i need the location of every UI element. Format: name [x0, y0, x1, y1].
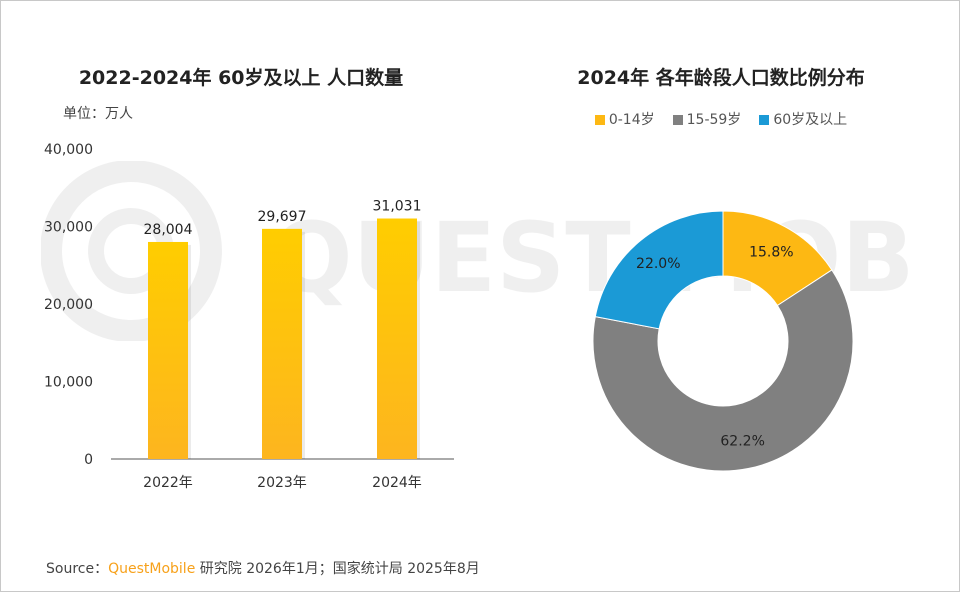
donut-slice — [592, 269, 854, 472]
bar-data-label: 31,031 — [373, 199, 422, 215]
legend-label: 15-59岁 — [686, 112, 742, 128]
x-tick-label: 2022年 — [143, 475, 193, 491]
source-brand: QuestMobile — [108, 561, 196, 577]
y-tick-label: 40,000 — [44, 142, 93, 158]
legend-swatch — [594, 115, 605, 125]
bar-data-label: 28,004 — [144, 222, 193, 238]
legend-label: 60岁及以上 — [773, 112, 848, 128]
x-tick-label: 2024年 — [372, 475, 422, 491]
donut-chart-title: 2024年 各年龄段人口数比例分布 — [577, 67, 865, 89]
bar — [262, 228, 302, 459]
bar-chart: 0 10,000 20,000 30,000 40,000 28,004 2022年 29,6… — [44, 142, 454, 491]
legend-label: 0-14岁 — [608, 112, 655, 128]
y-tick-label: 30,000 — [44, 220, 93, 236]
bar-chart-title: 2022-2024年 60岁及以上 人口数量 — [78, 67, 404, 89]
donut-chart: 15.8% 62.2% 22.0% — [592, 210, 854, 472]
legend-swatch — [672, 115, 683, 125]
bar — [148, 241, 188, 459]
legend-item-60plus: 60岁及以上 — [759, 109, 847, 129]
legend: 0-14岁 15-59岁 60岁及以上 — [561, 109, 881, 129]
y-tick-label: 0 — [84, 452, 93, 468]
y-tick-label: 10,000 — [44, 375, 93, 391]
y-tick-label: 20,000 — [44, 297, 93, 313]
legend-item-0-14: 0-14岁 — [594, 109, 655, 129]
source-prefix: Source： — [46, 561, 109, 577]
slice-label: 15.8% — [749, 245, 793, 261]
slice-label: 22.0% — [636, 256, 680, 272]
source-rest: 研究院 2026年1月；国家统计局 2025年8月 — [195, 561, 480, 577]
bar — [377, 218, 417, 459]
donut-slice — [594, 210, 724, 330]
unit-label: 单位：万人 — [63, 106, 133, 122]
x-tick-label: 2023年 — [257, 475, 307, 491]
bar-data-label: 29,697 — [258, 209, 307, 225]
legend-swatch — [759, 115, 770, 125]
slice-label: 62.2% — [720, 434, 764, 450]
source-note: Source：QuestMobile 研究院 2026年1月；国家统计局 202… — [46, 558, 480, 578]
legend-item-15-59: 15-59岁 — [672, 109, 742, 129]
